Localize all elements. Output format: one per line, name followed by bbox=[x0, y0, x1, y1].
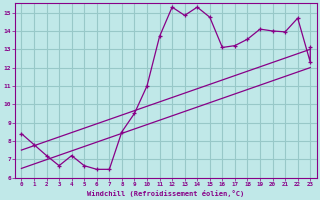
X-axis label: Windchill (Refroidissement éolien,°C): Windchill (Refroidissement éolien,°C) bbox=[87, 190, 244, 197]
